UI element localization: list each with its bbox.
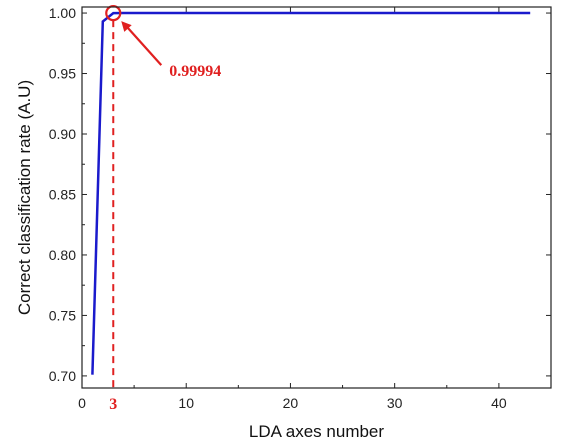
y-tick-label: 0.75 xyxy=(49,307,76,323)
x-axis-title: LDA axes number xyxy=(249,422,384,441)
y-tick-label: 0.95 xyxy=(49,66,76,82)
x-tick-label: 30 xyxy=(387,395,403,411)
y-axis-title: Correct classification rate (A.U) xyxy=(15,80,34,315)
annotation-arrow-head xyxy=(121,21,132,32)
x-tick-label: 0 xyxy=(78,395,86,411)
y-tick-label: 0.85 xyxy=(49,186,76,202)
y-tick-label: 0.70 xyxy=(49,368,76,384)
y-axis-ticks: 0.70 0.75 0.80 0.85 0.90 0.95 1.00 xyxy=(49,5,551,384)
series-line xyxy=(91,11,531,375)
x-tick-label: 40 xyxy=(491,395,507,411)
x-tick-label: 10 xyxy=(178,395,194,411)
y-tick-label: 1.00 xyxy=(49,5,76,21)
y-tick-label: 0.90 xyxy=(49,126,76,142)
annotation-arrow xyxy=(125,25,163,66)
x-axis-ticks: 0 10 20 30 40 xyxy=(78,7,552,411)
x-tick-label: 20 xyxy=(283,395,299,411)
marker-x-label: 3 xyxy=(109,396,117,413)
y-tick-label: 0.80 xyxy=(49,247,76,263)
highlight-circle xyxy=(105,5,122,22)
plot-frame xyxy=(81,6,552,389)
annotation-value-label: 0.99994 xyxy=(169,63,221,80)
